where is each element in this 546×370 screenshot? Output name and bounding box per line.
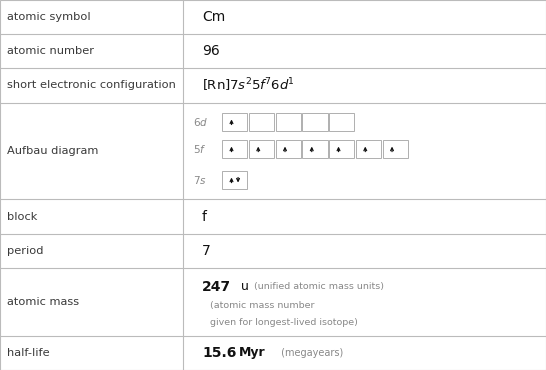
Text: $\mathregular{[Rn]7}s\mathregular{^2}5f\mathregular{^7}6d\mathregular{^1}$: $\mathregular{[Rn]7}s\mathregular{^2}5f\… — [202, 77, 295, 94]
Bar — [249, 140, 274, 158]
Text: $7s$: $7s$ — [193, 174, 206, 186]
Bar — [302, 140, 328, 158]
Text: 247: 247 — [202, 280, 231, 294]
Text: 96: 96 — [202, 44, 220, 58]
Bar — [222, 140, 247, 158]
Bar — [356, 140, 381, 158]
Text: Aufbau diagram: Aufbau diagram — [7, 146, 98, 156]
Bar — [329, 140, 354, 158]
Text: 7: 7 — [202, 244, 211, 258]
Bar — [329, 113, 354, 131]
Text: $5f$: $5f$ — [193, 143, 206, 155]
Text: period: period — [7, 246, 43, 256]
Text: (unified atomic mass units): (unified atomic mass units) — [254, 282, 384, 291]
Text: $6d$: $6d$ — [193, 116, 208, 128]
Bar — [302, 113, 328, 131]
Text: block: block — [7, 212, 37, 222]
Text: Myr: Myr — [239, 346, 266, 359]
Text: atomic mass: atomic mass — [7, 297, 79, 307]
Text: (atomic mass number: (atomic mass number — [210, 301, 314, 310]
Text: half-life: half-life — [7, 348, 49, 358]
Bar — [276, 140, 301, 158]
Bar — [276, 113, 301, 131]
Text: atomic symbol: atomic symbol — [7, 12, 90, 22]
Text: short electronic configuration: short electronic configuration — [7, 81, 175, 91]
Text: u: u — [241, 280, 249, 293]
Bar — [222, 171, 247, 189]
Text: 15.6: 15.6 — [202, 346, 236, 360]
Text: atomic number: atomic number — [7, 46, 93, 56]
Text: Cm: Cm — [202, 10, 225, 24]
Text: given for longest-lived isotope): given for longest-lived isotope) — [210, 318, 358, 327]
Bar — [249, 113, 274, 131]
Text: (megayears): (megayears) — [278, 348, 344, 358]
Bar — [222, 113, 247, 131]
Bar — [383, 140, 408, 158]
Text: f: f — [202, 209, 207, 223]
